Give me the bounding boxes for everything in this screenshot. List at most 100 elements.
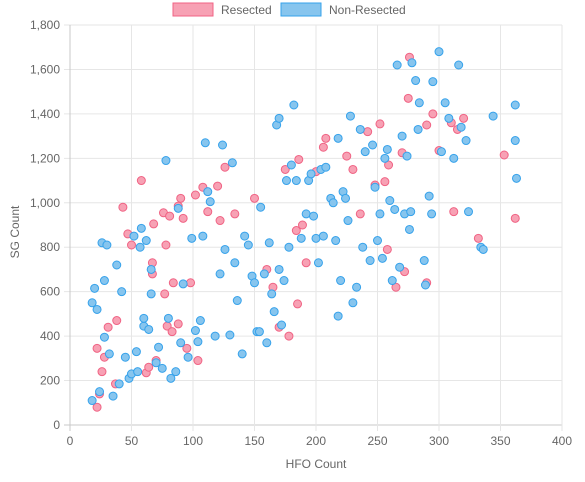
series-non-resected [87, 47, 521, 406]
x-tick-label: 200 [306, 434, 326, 448]
legend-swatch [280, 2, 322, 17]
x-tick-label: 350 [490, 434, 510, 448]
data-point [178, 213, 188, 223]
data-point [90, 283, 100, 293]
data-point [411, 76, 421, 86]
data-point [406, 207, 416, 217]
data-point [87, 396, 97, 406]
data-point [342, 151, 352, 161]
data-point [281, 176, 291, 186]
data-point [141, 236, 151, 246]
data-point [269, 307, 279, 317]
y-tick-label: 1,600 [30, 62, 60, 76]
data-point [99, 276, 109, 286]
data-point [103, 322, 113, 332]
data-point [363, 127, 373, 137]
data-point [176, 193, 186, 203]
data-point [464, 207, 474, 217]
data-point [391, 282, 401, 292]
data-point [370, 182, 380, 192]
data-point [171, 367, 181, 377]
data-point [296, 233, 306, 243]
data-point [213, 181, 223, 191]
data-point [146, 264, 156, 274]
data-point [436, 147, 446, 157]
data-point [380, 177, 390, 187]
data-point [358, 242, 368, 252]
data-point [218, 140, 228, 150]
data-point [449, 153, 459, 163]
data-point [297, 220, 307, 230]
data-point [403, 93, 413, 103]
data-point [186, 278, 196, 288]
data-point [200, 138, 210, 148]
data-point [321, 162, 331, 172]
data-point [473, 233, 483, 243]
legend-item-non-resected[interactable]: Non-Resected [280, 2, 406, 17]
data-point [203, 207, 213, 217]
data-point [102, 240, 112, 250]
data-point [348, 164, 358, 174]
data-point [92, 402, 102, 412]
legend-item-resected[interactable]: Resected [172, 2, 272, 17]
data-point [262, 338, 272, 348]
data-point [390, 204, 400, 214]
data-point [284, 331, 294, 341]
data-point [129, 231, 139, 241]
data-point [136, 176, 146, 186]
data-point [99, 332, 109, 342]
data-point [250, 278, 259, 288]
data-point [428, 77, 438, 87]
data-point [306, 169, 316, 179]
data-point [407, 58, 417, 68]
data-point [157, 363, 167, 373]
data-point [149, 219, 159, 229]
data-point [195, 316, 205, 326]
data-point [168, 278, 178, 288]
data-point [428, 109, 438, 119]
data-point [144, 362, 154, 372]
data-point [352, 282, 362, 292]
data-point [232, 296, 242, 306]
data-point [454, 60, 464, 70]
data-point [176, 338, 186, 348]
data-point [293, 299, 303, 309]
data-point [165, 211, 175, 221]
y-axis-title: SG Count [8, 205, 22, 258]
data-point [336, 276, 346, 286]
data-point [215, 269, 225, 279]
data-point [286, 160, 296, 170]
data-point [135, 242, 145, 252]
data-point [112, 260, 122, 270]
data-point [114, 379, 124, 389]
x-tick-label: 50 [125, 434, 139, 448]
data-point [365, 256, 375, 266]
data-point [343, 216, 353, 226]
data-point [414, 98, 424, 108]
data-point [488, 111, 498, 121]
data-point [360, 147, 370, 157]
data-point [333, 311, 343, 321]
data-point [331, 236, 341, 246]
data-point [413, 124, 423, 134]
data-point [220, 244, 230, 254]
data-point [345, 111, 355, 121]
data-point [139, 313, 149, 323]
data-point [144, 324, 154, 334]
data-point [424, 191, 434, 201]
y-tick-label: 1,000 [30, 196, 60, 210]
legend[interactable]: Resected Non-Resected [172, 2, 406, 17]
data-point [173, 203, 183, 213]
data-point [220, 162, 230, 172]
data-point [456, 122, 466, 132]
data-point [459, 113, 469, 123]
data-point [225, 330, 235, 340]
data-point [215, 216, 225, 226]
data-point [384, 160, 394, 170]
data-point [499, 150, 509, 160]
data-point [190, 190, 200, 200]
data-point [404, 224, 414, 234]
y-tick-label: 0 [53, 418, 60, 432]
data-point [311, 233, 321, 243]
